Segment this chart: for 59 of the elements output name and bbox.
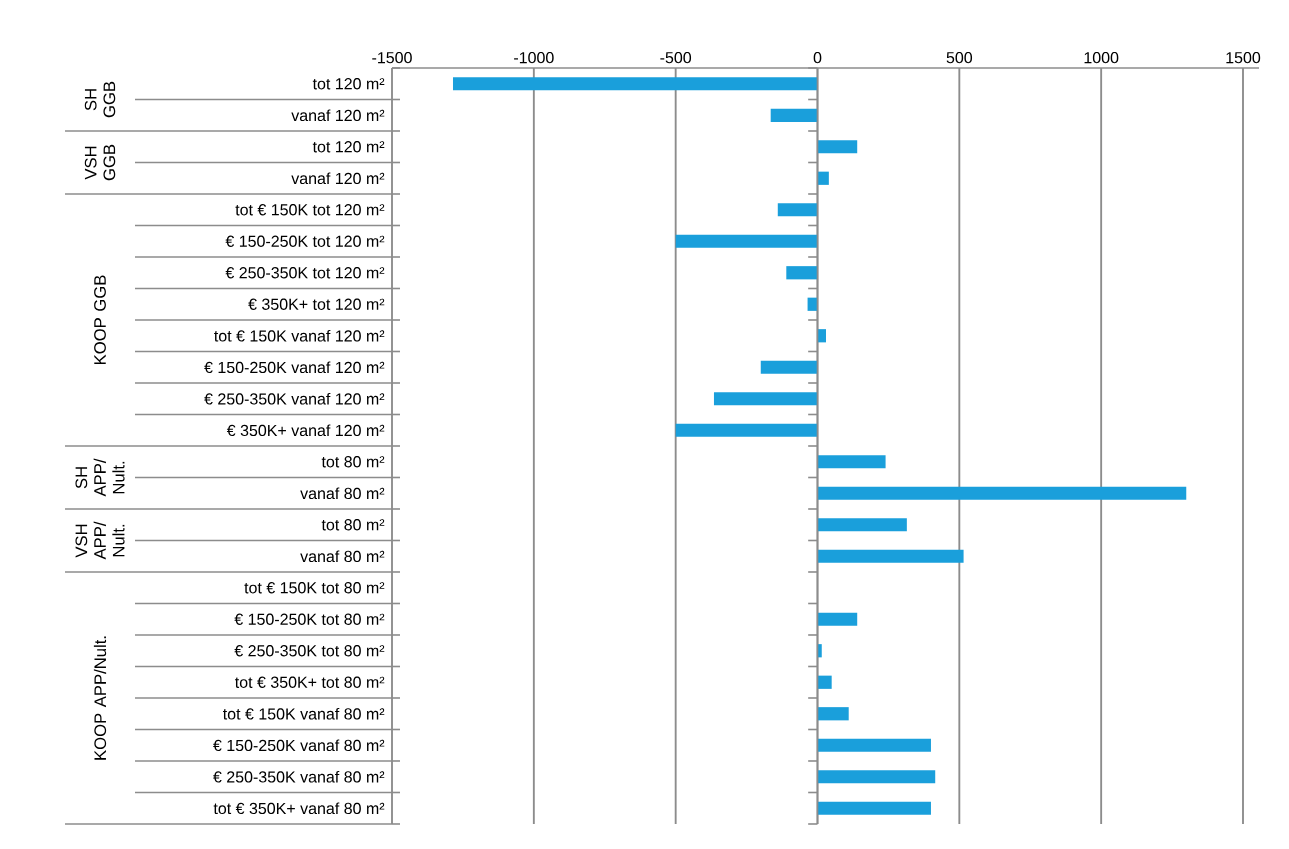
y-tick-label: tot 120 m²	[312, 141, 385, 153]
bar	[817, 801, 931, 815]
bar	[817, 738, 931, 752]
x-tick-label: 1000	[1084, 51, 1119, 64]
bar	[817, 675, 832, 689]
bar	[817, 644, 822, 658]
y-tick-label: tot € 150K vanaf 80 m²	[223, 707, 385, 720]
bar	[817, 140, 858, 154]
text: SH APP/ Nult.	[75, 458, 125, 497]
y-tick-label: € 150-250K tot 120 m²	[225, 235, 385, 247]
y-tick-label: vanaf 120 m²	[291, 172, 385, 185]
x-tick-label: -500	[660, 51, 692, 64]
y-tick-label: tot € 350K+ vanaf 80 m²	[213, 802, 385, 815]
y-tick-label: tot € 150K tot 80 m²	[244, 582, 385, 594]
y-tick-label: vanaf 80 m²	[300, 550, 385, 563]
text: KOOP APP/Nult.	[93, 636, 107, 760]
bar	[452, 77, 818, 91]
y-tick-label: € 350K+ vanaf 120 m²	[226, 424, 385, 437]
bar	[817, 486, 1187, 500]
bar	[817, 707, 849, 721]
bar	[760, 360, 818, 374]
y-tick-label: € 350K+ tot 120 m²	[248, 298, 385, 310]
bar	[817, 329, 827, 343]
bar	[817, 549, 964, 563]
x-tick-label: 0	[813, 51, 822, 64]
y-tick-label: tot € 350K+ tot 80 m²	[235, 676, 385, 688]
y-tick-label: tot 80 m²	[321, 456, 385, 468]
bar	[817, 518, 907, 532]
y-tick-label: € 250-350K vanaf 120 m²	[204, 392, 385, 405]
bar	[777, 203, 818, 217]
y-tick-label: tot 80 m²	[321, 519, 385, 531]
y-tick-label: tot € 150K tot 120 m²	[235, 204, 385, 216]
y-tick-label: € 150-250K tot 80 m²	[234, 613, 385, 625]
y-tick-label: € 250-350K tot 120 m²	[225, 267, 385, 279]
y-tick-label: € 250-350K vanaf 80 m²	[213, 770, 385, 783]
bar	[675, 423, 818, 437]
bar	[713, 392, 818, 406]
bar	[675, 234, 818, 248]
bar	[817, 171, 829, 185]
y-tick-label: vanaf 120 m²	[291, 109, 385, 122]
y-tick-label: tot € 150K vanaf 120 m²	[214, 329, 385, 342]
x-tick-label: 1500	[1226, 51, 1261, 64]
text: KOOP GGB	[94, 275, 106, 365]
y-tick-label: € 250-350K tot 80 m²	[234, 645, 385, 657]
bar	[817, 612, 858, 626]
bar	[786, 266, 818, 280]
y-tick-label: tot 120 m²	[312, 78, 385, 90]
y-tick-label: vanaf 80 m²	[300, 487, 385, 500]
y-tick-label: € 150-250K vanaf 80 m²	[213, 739, 385, 752]
x-tick-label: -1500	[372, 51, 412, 64]
bar	[817, 770, 936, 784]
y-tick-label: € 150-250K vanaf 120 m²	[204, 361, 385, 374]
bar	[817, 455, 886, 469]
text: SH GGB	[84, 81, 116, 118]
x-tick-label: -1000	[514, 51, 554, 64]
x-tick-label: 500	[946, 51, 973, 64]
text: VSH APP/ Nult.	[75, 521, 125, 560]
text: VSH GGB	[84, 144, 116, 181]
bar	[770, 108, 818, 122]
